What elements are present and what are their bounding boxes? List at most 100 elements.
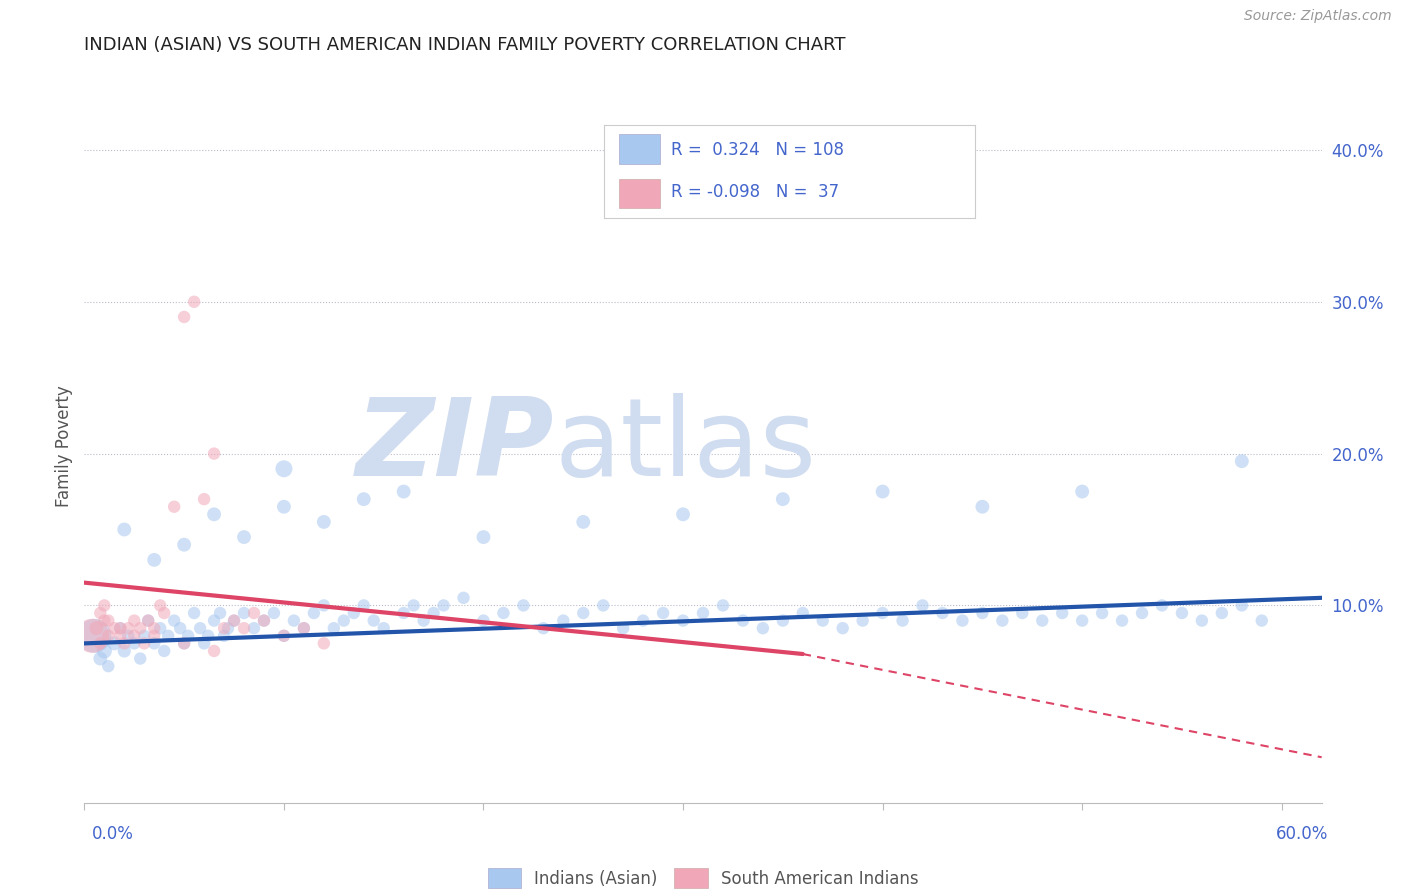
Point: [1011, 606, 1033, 620]
Point: [149, 621, 172, 635]
Point: [202, 614, 225, 628]
Text: INDIAN (ASIAN) VS SOUTH AMERICAN INDIAN FAMILY POVERTY CORRELATION CHART: INDIAN (ASIAN) VS SOUTH AMERICAN INDIAN …: [84, 36, 846, 54]
Point: [911, 599, 934, 613]
Point: [177, 629, 200, 643]
Point: [273, 629, 295, 643]
Point: [353, 492, 375, 507]
Text: Source: ZipAtlas.com: Source: ZipAtlas.com: [1244, 9, 1392, 23]
Point: [153, 644, 176, 658]
Point: [202, 644, 225, 658]
Point: [193, 492, 215, 507]
Point: [134, 629, 156, 643]
Point: [692, 606, 714, 620]
Point: [112, 636, 135, 650]
Point: [432, 599, 454, 613]
Point: [312, 599, 335, 613]
Point: [253, 614, 276, 628]
Point: [891, 614, 914, 628]
Point: [422, 606, 444, 620]
Point: [157, 629, 180, 643]
Point: [112, 523, 135, 537]
Point: [143, 629, 166, 643]
Legend: Indians (Asian), South American Indians: Indians (Asian), South American Indians: [481, 862, 925, 892]
Point: [273, 500, 295, 514]
Point: [97, 659, 120, 673]
Point: [202, 508, 225, 522]
Point: [492, 606, 515, 620]
Point: [134, 636, 156, 650]
Point: [652, 606, 675, 620]
Point: [772, 492, 794, 507]
Point: [163, 614, 186, 628]
Point: [183, 606, 205, 620]
Point: [752, 621, 775, 635]
Point: [353, 599, 375, 613]
Point: [312, 636, 335, 650]
Point: [1130, 606, 1153, 620]
Point: [193, 636, 215, 650]
Point: [86, 621, 108, 635]
Point: [402, 599, 425, 613]
Point: [209, 606, 232, 620]
Text: atlas: atlas: [554, 393, 817, 499]
Point: [343, 606, 366, 620]
Point: [1250, 614, 1272, 628]
Point: [472, 614, 495, 628]
Point: [453, 591, 475, 605]
Point: [233, 606, 256, 620]
Point: [731, 614, 754, 628]
Point: [103, 621, 125, 635]
Text: 0.0%: 0.0%: [91, 825, 134, 843]
Point: [1171, 606, 1194, 620]
Point: [831, 621, 853, 635]
Point: [97, 629, 120, 643]
Point: [972, 606, 994, 620]
Y-axis label: Family Poverty: Family Poverty: [55, 385, 73, 507]
Point: [392, 484, 415, 499]
Point: [97, 614, 120, 628]
Point: [872, 606, 894, 620]
Point: [373, 621, 395, 635]
Point: [243, 621, 266, 635]
Point: [972, 500, 994, 514]
Point: [292, 621, 315, 635]
Point: [169, 621, 191, 635]
Point: [217, 621, 239, 635]
Point: [612, 621, 634, 635]
Point: [302, 606, 325, 620]
Point: [188, 621, 211, 635]
Text: ZIP: ZIP: [356, 393, 554, 499]
Point: [363, 614, 385, 628]
Point: [122, 629, 145, 643]
Point: [83, 629, 105, 643]
Point: [1091, 606, 1114, 620]
Point: [183, 294, 205, 309]
Point: [412, 614, 434, 628]
Point: [117, 629, 139, 643]
Point: [173, 636, 195, 650]
Point: [531, 621, 554, 635]
Point: [136, 614, 159, 628]
Point: [212, 629, 235, 643]
Point: [592, 599, 614, 613]
Point: [553, 614, 575, 628]
Point: [931, 606, 953, 620]
Point: [129, 651, 152, 665]
Point: [129, 621, 152, 635]
Point: [212, 621, 235, 635]
Point: [392, 606, 415, 620]
Point: [1111, 614, 1133, 628]
Point: [173, 636, 195, 650]
Point: [173, 310, 195, 324]
Point: [283, 614, 305, 628]
Point: [312, 515, 335, 529]
Text: 60.0%: 60.0%: [1277, 825, 1329, 843]
Point: [222, 614, 245, 628]
Point: [197, 629, 219, 643]
Point: [1211, 606, 1233, 620]
Point: [143, 636, 166, 650]
Point: [136, 614, 159, 628]
Point: [1071, 484, 1094, 499]
Point: [811, 614, 834, 628]
Point: [852, 614, 875, 628]
